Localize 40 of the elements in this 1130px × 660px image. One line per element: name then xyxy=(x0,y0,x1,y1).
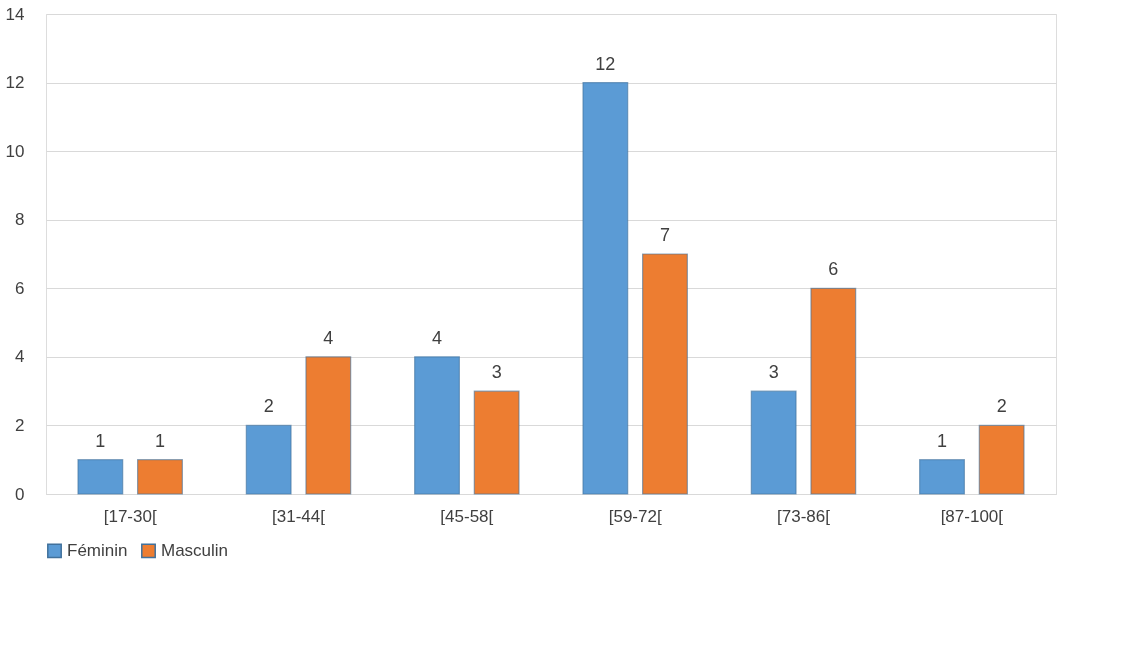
y-tick-label: 8 xyxy=(15,210,25,230)
data-label: 7 xyxy=(659,225,670,245)
legend-label: Féminin xyxy=(67,540,128,560)
x-tick-label: [87-100[ xyxy=(940,506,1004,526)
data-label: 12 xyxy=(595,53,616,74)
bar xyxy=(582,81,629,495)
y-tick-label: 10 xyxy=(5,141,25,161)
y-tick-label: 2 xyxy=(15,415,25,435)
data-label: 1 xyxy=(154,430,165,451)
data-label: 3 xyxy=(768,362,779,383)
data-label: 1 xyxy=(937,430,948,451)
data-label: 2 xyxy=(996,396,1007,417)
data-label: 1 xyxy=(95,430,106,451)
bar xyxy=(810,287,857,495)
bar xyxy=(473,390,520,495)
bar xyxy=(750,390,797,495)
data-label: 3 xyxy=(491,362,502,383)
bar xyxy=(978,424,1025,495)
bar xyxy=(305,356,352,495)
data-label: 6 xyxy=(828,259,839,280)
data-label: 2 xyxy=(263,396,274,417)
x-tick-label: [73-86[ xyxy=(777,506,831,526)
data-label: 4 xyxy=(432,327,443,348)
bar xyxy=(919,459,965,495)
bar xyxy=(245,424,292,495)
y-tick-label: 6 xyxy=(15,278,25,298)
bar xyxy=(414,356,460,495)
y-tick-label: 0 xyxy=(15,484,25,504)
x-tick-label: [17-30[ xyxy=(103,506,157,526)
x-tick-label: [45-58[ xyxy=(440,506,494,526)
x-tick-label: [31-44[ xyxy=(272,506,326,526)
bar xyxy=(77,459,124,495)
legend-label: Masculin xyxy=(161,540,229,560)
y-tick-label: 12 xyxy=(5,73,25,93)
y-tick-label: 4 xyxy=(15,347,25,367)
data-label: 4 xyxy=(323,327,334,348)
x-tick-label: [59-72[ xyxy=(608,506,662,526)
bar xyxy=(137,459,183,495)
bar xyxy=(642,253,688,495)
y-tick-label: 14 xyxy=(5,4,25,24)
